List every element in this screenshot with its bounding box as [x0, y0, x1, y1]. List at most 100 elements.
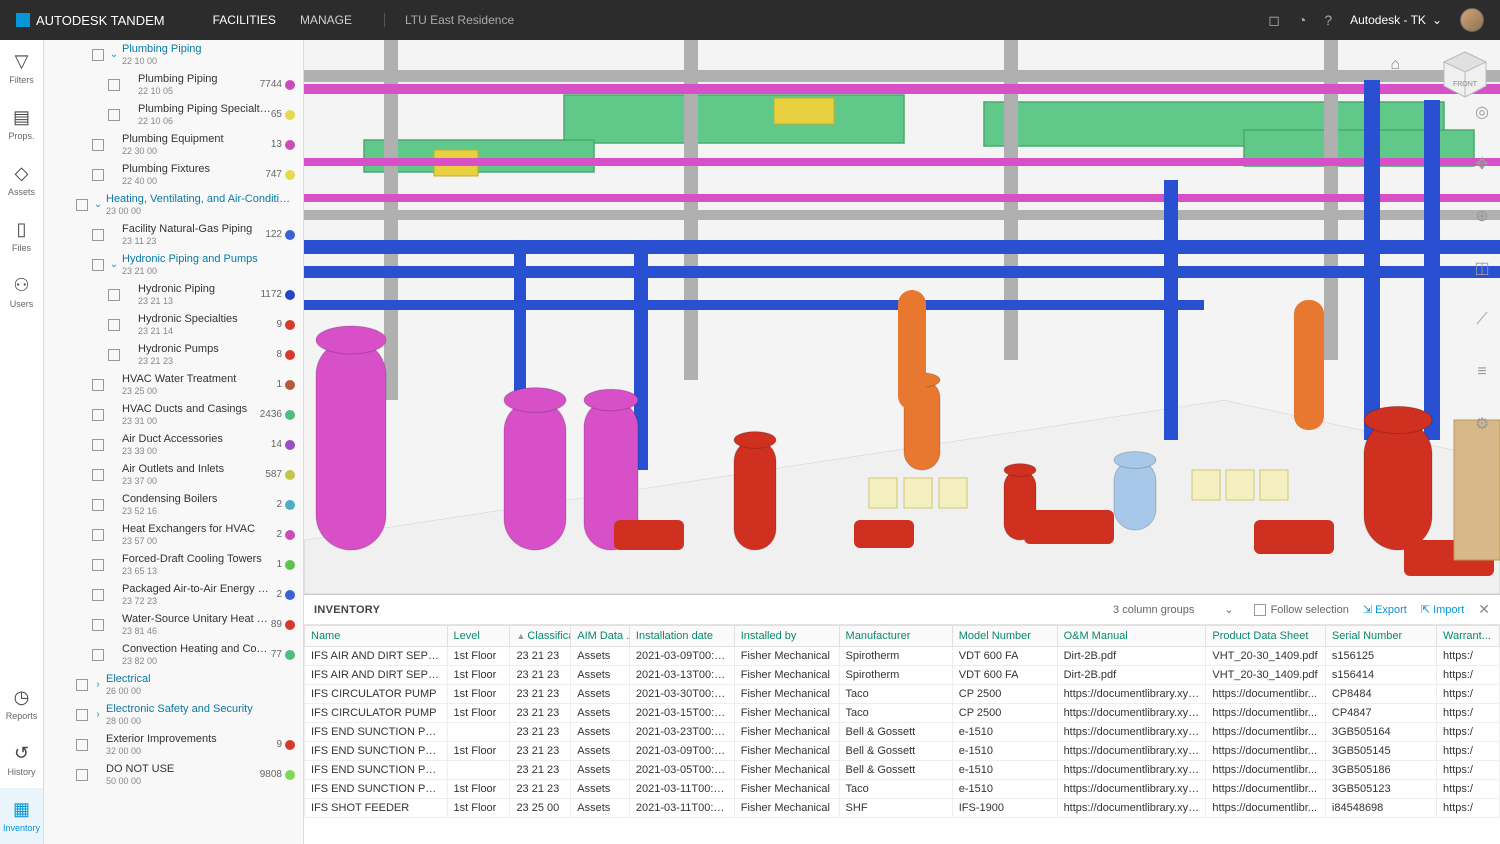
checkbox-icon[interactable]: [76, 199, 88, 211]
checkbox-icon[interactable]: [92, 499, 104, 511]
orbit-icon[interactable]: ◎: [1470, 100, 1494, 124]
checkbox-icon[interactable]: [76, 769, 88, 781]
column-header[interactable]: Level: [447, 626, 510, 647]
column-header[interactable]: Product Data Sheet: [1206, 626, 1326, 647]
checkbox-icon[interactable]: [108, 289, 120, 301]
checkbox-icon[interactable]: [92, 619, 104, 631]
table-row[interactable]: IFS END SUNCTION PUMP23 21 23Assets2021-…: [305, 761, 1500, 780]
rail-props[interactable]: ▤Props.: [0, 96, 43, 152]
table-row[interactable]: IFS END SUNCTION PUMP1st Floor23 21 23As…: [305, 780, 1500, 799]
tree-item[interactable]: Hydronic Piping23 21 131172: [44, 280, 303, 310]
tree-item[interactable]: Heat Exchangers for HVAC23 57 002: [44, 520, 303, 550]
rail-history[interactable]: ↺History: [0, 732, 43, 788]
tree-item[interactable]: Plumbing Equipment22 30 0013: [44, 130, 303, 160]
column-header[interactable]: Installed by: [734, 626, 839, 647]
section-icon[interactable]: ◫: [1470, 256, 1494, 280]
model-viewport[interactable]: ⌂ FRONT ◎ ✥ ⊕ ◫ ⟋ ≡ ⚙: [304, 40, 1500, 594]
rail-files[interactable]: ▯Files: [0, 208, 43, 264]
column-header[interactable]: Model Number: [952, 626, 1057, 647]
tree-item[interactable]: Convection Heating and Cooling U...23 82…: [44, 640, 303, 670]
column-header[interactable]: Serial Number: [1325, 626, 1436, 647]
home-view-icon[interactable]: ⌂: [1390, 56, 1400, 74]
column-header[interactable]: Name: [305, 626, 448, 647]
help-icon[interactable]: ?: [1324, 12, 1332, 28]
checkbox-icon[interactable]: [92, 649, 104, 661]
checkbox-icon[interactable]: [76, 679, 88, 691]
tree-item[interactable]: Water-Source Unitary Heat Pumps23 81 468…: [44, 610, 303, 640]
nav-manage[interactable]: MANAGE: [300, 13, 352, 27]
chevron-right-icon[interactable]: ›: [92, 709, 104, 720]
tree-item[interactable]: Plumbing Piping Specialties22 10 0665: [44, 100, 303, 130]
checkbox-icon[interactable]: [108, 349, 120, 361]
nav-facilities[interactable]: FACILITIES: [213, 13, 276, 27]
checkbox-icon[interactable]: [92, 49, 104, 61]
table-row[interactable]: IFS CIRCULATOR PUMP1st Floor23 21 23Asse…: [305, 704, 1500, 723]
pan-icon[interactable]: ✥: [1470, 152, 1494, 176]
column-header[interactable]: AIM Data ...: [571, 626, 630, 647]
follow-selection-toggle[interactable]: Follow selection: [1254, 604, 1349, 616]
checkbox-icon[interactable]: [92, 469, 104, 481]
view-cube[interactable]: FRONT: [1440, 50, 1490, 100]
table-row[interactable]: IFS AIR AND DIRT SEPERA...1st Floor23 21…: [305, 647, 1500, 666]
checkbox-icon[interactable]: [92, 169, 104, 181]
checkbox-icon[interactable]: [108, 79, 120, 91]
chevron-down-icon[interactable]: ⌄: [108, 49, 120, 60]
tree-item[interactable]: Hydronic Specialties23 21 149: [44, 310, 303, 340]
tree-item[interactable]: Facility Natural-Gas Piping23 11 23122: [44, 220, 303, 250]
checkbox-icon[interactable]: [76, 709, 88, 721]
import-button[interactable]: ⇱ Import: [1421, 603, 1464, 616]
checkbox-icon[interactable]: [92, 409, 104, 421]
bookmark-icon[interactable]: ◻: [1268, 12, 1280, 29]
table-row[interactable]: IFS CIRCULATOR PUMP1st Floor23 21 23Asse…: [305, 685, 1500, 704]
settings-icon[interactable]: ⚙: [1470, 412, 1494, 436]
notifications-icon[interactable]: ◔: [1298, 12, 1306, 28]
inventory-table-wrapper[interactable]: NameLevel▲ClassificatAIM Data ...Install…: [304, 625, 1500, 844]
chevron-right-icon[interactable]: ›: [92, 679, 104, 690]
checkbox-icon[interactable]: [92, 259, 104, 271]
tree-item[interactable]: HVAC Ducts and Casings23 31 002436: [44, 400, 303, 430]
close-icon[interactable]: ✕: [1478, 601, 1490, 618]
checkbox-icon[interactable]: [92, 439, 104, 451]
tree-item[interactable]: Plumbing Fixtures22 40 00747: [44, 160, 303, 190]
checkbox-icon[interactable]: [92, 529, 104, 541]
user-menu[interactable]: Autodesk - TK ⌄: [1350, 13, 1442, 27]
brand-logo[interactable]: AUTODESK TANDEM: [16, 13, 165, 28]
tree-item[interactable]: Plumbing Piping22 10 057744: [44, 70, 303, 100]
zoom-icon[interactable]: ⊕: [1470, 204, 1494, 228]
avatar[interactable]: [1460, 8, 1484, 32]
tree-item[interactable]: Air Duct Accessories23 33 0014: [44, 430, 303, 460]
column-header[interactable]: O&M Manual: [1057, 626, 1206, 647]
tree-item[interactable]: ›Electrical26 00 00: [44, 670, 303, 700]
tree-item[interactable]: ⌄Heating, Ventilating, and Air-Condition…: [44, 190, 303, 220]
table-row[interactable]: IFS END SUNCTION PUMP23 21 23Assets2021-…: [305, 723, 1500, 742]
rail-users[interactable]: ⚇Users: [0, 264, 43, 320]
rail-filters[interactable]: ▽Filters: [0, 40, 43, 96]
table-row[interactable]: IFS SHOT FEEDER1st Floor23 25 00Assets20…: [305, 799, 1500, 818]
export-button[interactable]: ⇲ Export: [1363, 603, 1407, 616]
table-row[interactable]: IFS AIR AND DIRT SEPERA...1st Floor23 21…: [305, 666, 1500, 685]
column-header[interactable]: ▲Classificat: [510, 626, 571, 647]
chevron-down-icon[interactable]: ⌄: [108, 259, 120, 270]
checkbox-icon[interactable]: [108, 109, 120, 121]
checkbox-icon[interactable]: [92, 229, 104, 241]
checkbox-icon[interactable]: [108, 319, 120, 331]
measure-icon[interactable]: ⟋: [1470, 308, 1494, 332]
tree-item[interactable]: Packaged Air-to-Air Energy Recover...23 …: [44, 580, 303, 610]
tree-item[interactable]: HVAC Water Treatment23 25 001: [44, 370, 303, 400]
column-header[interactable]: Manufacturer: [839, 626, 952, 647]
tree-item[interactable]: Forced-Draft Cooling Towers23 65 131: [44, 550, 303, 580]
chevron-down-icon[interactable]: ⌄: [92, 199, 104, 210]
tree-item[interactable]: ⌄Plumbing Piping22 10 00: [44, 40, 303, 70]
layers-icon[interactable]: ≡: [1470, 360, 1494, 384]
checkbox-icon[interactable]: [92, 139, 104, 151]
column-header[interactable]: Installation date: [629, 626, 734, 647]
checkbox-icon[interactable]: [92, 589, 104, 601]
rail-reports[interactable]: ◷Reports: [0, 676, 43, 732]
checkbox-icon[interactable]: [92, 559, 104, 571]
column-groups-dropdown[interactable]: 3 column groups ⌄: [1107, 601, 1240, 618]
tree-item[interactable]: Exterior Improvements32 00 009: [44, 730, 303, 760]
column-header[interactable]: Warrant...: [1437, 626, 1500, 647]
checkbox-icon[interactable]: [76, 739, 88, 751]
tree-item[interactable]: ›Electronic Safety and Security28 00 00: [44, 700, 303, 730]
tree-item[interactable]: Condensing Boilers23 52 162: [44, 490, 303, 520]
